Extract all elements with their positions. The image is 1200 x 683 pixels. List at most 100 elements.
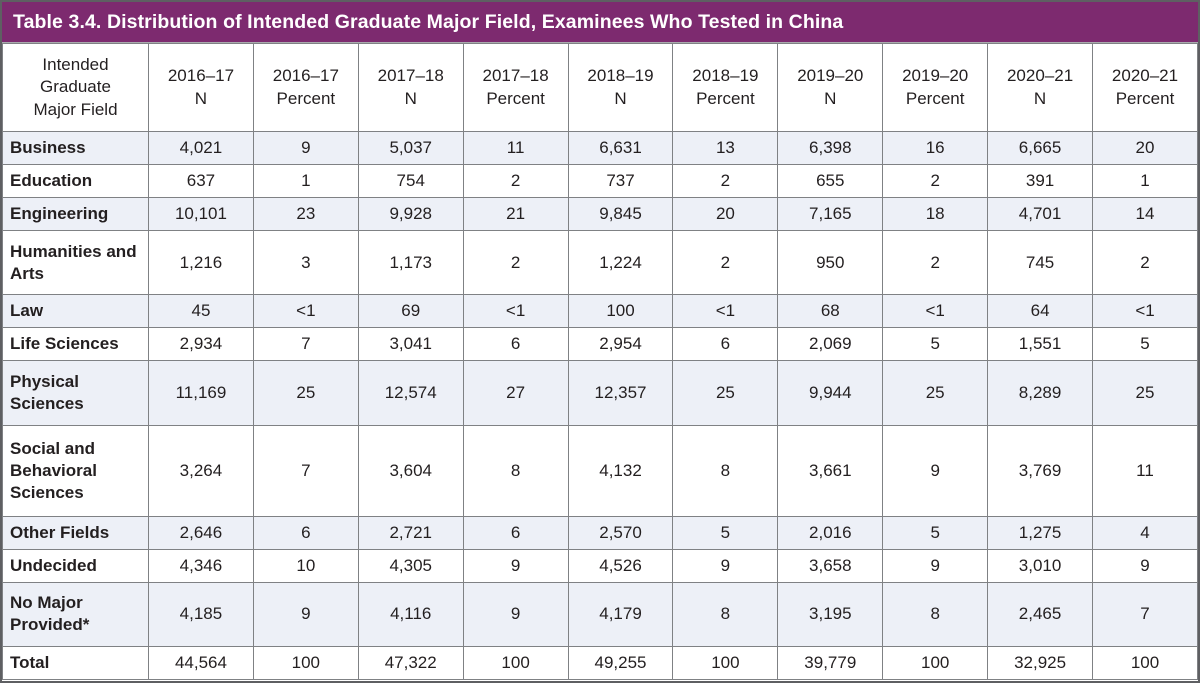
data-cell: 3,661 bbox=[777, 424, 884, 517]
column-header-2020-21-percent: 2020–21 Percent bbox=[1092, 43, 1198, 132]
data-cell: 655 bbox=[777, 164, 884, 198]
row-label: Total bbox=[2, 646, 149, 680]
data-cell: 13 bbox=[672, 131, 779, 165]
data-cell: 4,305 bbox=[357, 548, 464, 583]
data-cell: 4,116 bbox=[357, 581, 464, 648]
data-cell: 25 bbox=[1092, 360, 1198, 426]
table-row: Physical Sciences 11,169 25 12,574 27 12,357 2… bbox=[2, 360, 1198, 426]
data-cell: 3,769 bbox=[987, 424, 1094, 517]
table-row: Education 637 1 754 2 737 2 655 2 391 1 bbox=[2, 164, 1198, 198]
data-cell: 9 bbox=[672, 548, 779, 583]
data-cell: 9 bbox=[462, 581, 569, 648]
data-cell: 10 bbox=[252, 548, 359, 583]
table-row: Engineering 10,101 23 9,928 21 9,845 20 7,165 18… bbox=[2, 197, 1198, 231]
data-cell: 2,016 bbox=[777, 515, 884, 550]
data-cell: 8,289 bbox=[987, 360, 1094, 426]
data-cell: 5 bbox=[882, 515, 989, 550]
data-cell: 4,021 bbox=[148, 131, 254, 165]
data-cell: 32,925 bbox=[987, 646, 1094, 680]
data-cell: 100 bbox=[252, 646, 359, 680]
data-cell: 5 bbox=[672, 515, 779, 550]
data-cell: 45 bbox=[148, 294, 254, 329]
table-row: Other Fields 2,646 6 2,721 6 2,570 5 2,016 5 1,27… bbox=[2, 515, 1198, 550]
data-cell: 1,551 bbox=[987, 327, 1094, 362]
data-cell: 9,845 bbox=[567, 197, 674, 231]
data-cell: 950 bbox=[777, 229, 884, 296]
data-cell: 1,173 bbox=[357, 229, 464, 296]
data-cell: 3,658 bbox=[777, 548, 884, 583]
data-cell: 3,604 bbox=[357, 424, 464, 517]
data-cell: 20 bbox=[1092, 131, 1198, 165]
row-label: Engineering bbox=[2, 197, 149, 231]
data-cell: 18 bbox=[882, 197, 989, 231]
data-cell: 9 bbox=[462, 548, 569, 583]
row-label: Social and Behavioral Sciences bbox=[2, 424, 149, 517]
row-label: Humanities and Arts bbox=[2, 229, 149, 296]
data-cell: 6,665 bbox=[987, 131, 1094, 165]
data-cell: 6 bbox=[462, 515, 569, 550]
data-cell: 8 bbox=[462, 424, 569, 517]
data-cell: 2 bbox=[672, 229, 779, 296]
column-header-2016-17-n: 2016–17 N bbox=[148, 43, 254, 132]
data-cell: 2,954 bbox=[567, 327, 674, 362]
data-cell: 3,010 bbox=[987, 548, 1094, 583]
data-cell: 737 bbox=[567, 164, 674, 198]
data-cell: 6,398 bbox=[777, 131, 884, 165]
data-cell: 4 bbox=[1092, 515, 1198, 550]
table-title-bar: Table 3.4. Distribution of Intended Grad… bbox=[2, 2, 1198, 43]
data-cell: 5 bbox=[1092, 327, 1198, 362]
column-header-2018-19-n: 2018–19 N bbox=[567, 43, 674, 132]
data-cell: 3,264 bbox=[148, 424, 254, 517]
data-cell: 2 bbox=[462, 164, 569, 198]
table-row: Total 44,564 100 47,322 100 49,255 100 39,779 10… bbox=[2, 646, 1198, 680]
data-cell: 3 bbox=[252, 229, 359, 296]
column-header-2020-21-n: 2020–21 N bbox=[987, 43, 1094, 132]
data-cell: 9 bbox=[882, 424, 989, 517]
data-cell: 69 bbox=[357, 294, 464, 329]
data-cell: 6 bbox=[252, 515, 359, 550]
data-cell: <1 bbox=[462, 294, 569, 329]
data-cell: 9 bbox=[252, 581, 359, 648]
data-cell: 27 bbox=[462, 360, 569, 426]
data-cell: 6,631 bbox=[567, 131, 674, 165]
column-header-2019-20-n: 2019–20 N bbox=[777, 43, 884, 132]
row-label: Law bbox=[2, 294, 149, 329]
data-cell: 7,165 bbox=[777, 197, 884, 231]
data-cell: 3,195 bbox=[777, 581, 884, 648]
data-cell: <1 bbox=[1092, 294, 1198, 329]
data-cell: 9,944 bbox=[777, 360, 884, 426]
data-cell: 21 bbox=[462, 197, 569, 231]
data-cell: 25 bbox=[672, 360, 779, 426]
column-header-2019-20-percent: 2019–20 Percent bbox=[882, 43, 989, 132]
data-cell: 2,934 bbox=[148, 327, 254, 362]
data-cell: 11,169 bbox=[148, 360, 254, 426]
data-cell: 1 bbox=[252, 164, 359, 198]
data-cell: 5 bbox=[882, 327, 989, 362]
data-cell: 7 bbox=[1092, 581, 1198, 648]
data-cell: 9 bbox=[1092, 548, 1198, 583]
data-cell: 100 bbox=[882, 646, 989, 680]
data-cell: 12,574 bbox=[357, 360, 464, 426]
data-cell: 2 bbox=[882, 164, 989, 198]
data-cell: 2,069 bbox=[777, 327, 884, 362]
data-cell: 2,721 bbox=[357, 515, 464, 550]
data-cell: 9,928 bbox=[357, 197, 464, 231]
data-cell: 14 bbox=[1092, 197, 1198, 231]
data-cell: 49,255 bbox=[567, 646, 674, 680]
data-cell: 25 bbox=[882, 360, 989, 426]
data-cell: 4,701 bbox=[987, 197, 1094, 231]
data-cell: 9 bbox=[252, 131, 359, 165]
data-cell: 9 bbox=[882, 548, 989, 583]
data-cell: <1 bbox=[672, 294, 779, 329]
data-cell: 23 bbox=[252, 197, 359, 231]
data-cell: 2 bbox=[882, 229, 989, 296]
data-cell: 1,216 bbox=[148, 229, 254, 296]
row-label: Business bbox=[2, 131, 149, 165]
data-cell: 64 bbox=[987, 294, 1094, 329]
data-cell: <1 bbox=[882, 294, 989, 329]
row-label: Undecided bbox=[2, 548, 149, 583]
data-cell: 6 bbox=[462, 327, 569, 362]
data-cell: 68 bbox=[777, 294, 884, 329]
data-cell: 100 bbox=[462, 646, 569, 680]
